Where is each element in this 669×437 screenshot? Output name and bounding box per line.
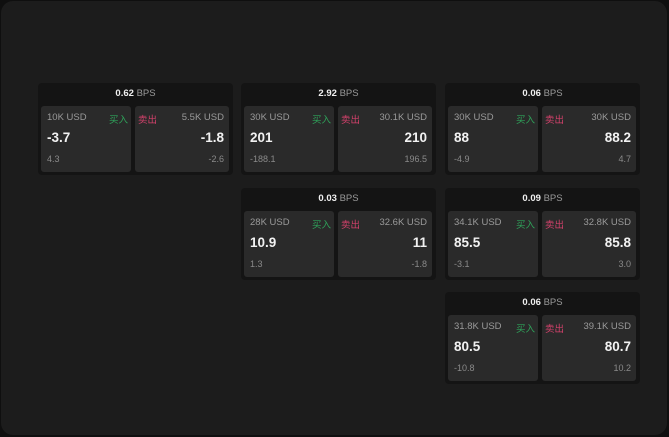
buy-price: -3.7 — [47, 130, 71, 145]
buy-size: 30K USD — [250, 112, 290, 123]
sell-price: 210 — [404, 130, 427, 145]
sell-change: 3.0 — [618, 259, 631, 269]
sell-label: 卖出 — [545, 324, 565, 335]
spread-value: 2.92 — [318, 88, 337, 99]
sell-size: 30.1K USD — [379, 112, 427, 123]
buy-button[interactable]: 34.1K USD 买入 85.5 -3.1 — [448, 211, 538, 277]
quote-card: 0.06 BPS 31.8K USD 买入 80.5 -10.8 卖出 39.1… — [445, 292, 640, 384]
sell-label: 卖出 — [545, 220, 565, 231]
buy-size: 10K USD — [47, 112, 87, 123]
sell-label: 卖出 — [545, 115, 565, 126]
buy-label: 买入 — [515, 220, 535, 231]
buy-size: 28K USD — [250, 217, 290, 228]
sell-label: 卖出 — [341, 115, 361, 126]
sell-button[interactable]: 卖出 30.1K USD 210 196.5 — [338, 106, 432, 172]
buy-change: -188.1 — [250, 154, 276, 164]
sell-button[interactable]: 卖出 39.1K USD 80.7 10.2 — [542, 315, 636, 381]
sell-price: -1.8 — [200, 130, 224, 145]
buy-label: 买入 — [515, 324, 535, 335]
sell-price: 80.7 — [604, 339, 631, 354]
sell-size: 39.1K USD — [583, 321, 631, 332]
buy-button[interactable]: 31.8K USD 买入 80.5 -10.8 — [448, 315, 538, 381]
spread-header: 0.06 BPS — [445, 83, 640, 105]
quote-card: 0.62 BPS 10K USD 买入 -3.7 4.3 卖出 5.5K USD… — [38, 83, 233, 175]
buy-button[interactable]: 30K USD 买入 88 -4.9 — [448, 106, 538, 172]
sell-change: -1.8 — [411, 259, 427, 269]
sell-change: 196.5 — [404, 154, 427, 164]
buy-button[interactable]: 30K USD 买入 201 -188.1 — [244, 106, 334, 172]
buy-size: 31.8K USD — [454, 321, 502, 332]
buy-price: 85.5 — [454, 235, 481, 250]
quote-card: 2.92 BPS 30K USD 买入 201 -188.1 卖出 30.1K … — [241, 83, 436, 175]
quote-card: 0.03 BPS 28K USD 买入 10.9 1.3 卖出 32.6K US… — [241, 188, 436, 280]
sell-price: 88.2 — [604, 130, 631, 145]
buy-change: -10.8 — [454, 363, 475, 373]
spread-unit: BPS — [543, 88, 563, 99]
buy-price: 201 — [250, 130, 273, 145]
buy-label: 买入 — [515, 115, 535, 126]
spread-header: 2.92 BPS — [241, 83, 436, 105]
buy-price: 10.9 — [250, 235, 277, 250]
sell-button[interactable]: 卖出 5.5K USD -1.8 -2.6 — [135, 106, 229, 172]
buy-change: 1.3 — [250, 259, 263, 269]
sell-button[interactable]: 卖出 30K USD 88.2 4.7 — [542, 106, 636, 172]
spread-unit: BPS — [136, 88, 156, 99]
buy-label: 买入 — [108, 115, 128, 126]
buy-size: 30K USD — [454, 112, 494, 123]
sell-change: 4.7 — [618, 154, 631, 164]
sell-price: 85.8 — [604, 235, 631, 250]
spread-header: 0.03 BPS — [241, 188, 436, 210]
buy-change: -3.1 — [454, 259, 470, 269]
spread-value: 0.06 — [522, 297, 541, 308]
sell-button[interactable]: 卖出 32.8K USD 85.8 3.0 — [542, 211, 636, 277]
buy-label: 买入 — [311, 220, 331, 231]
spread-header: 0.62 BPS — [38, 83, 233, 105]
spread-value: 0.03 — [318, 193, 337, 204]
quote-card: 0.09 BPS 34.1K USD 买入 85.5 -3.1 卖出 32.8K… — [445, 188, 640, 280]
sell-label: 卖出 — [341, 220, 361, 231]
spread-unit: BPS — [543, 297, 563, 308]
spread-unit: BPS — [543, 193, 563, 204]
spread-value: 0.62 — [115, 88, 134, 99]
spread-unit: BPS — [339, 88, 359, 99]
buy-change: -4.9 — [454, 154, 470, 164]
sell-change: 10.2 — [613, 363, 631, 373]
buy-price: 80.5 — [454, 339, 481, 354]
sell-size: 32.6K USD — [379, 217, 427, 228]
buy-label: 买入 — [311, 115, 331, 126]
spread-unit: BPS — [339, 193, 359, 204]
sell-size: 5.5K USD — [181, 112, 224, 123]
buy-button[interactable]: 28K USD 买入 10.9 1.3 — [244, 211, 334, 277]
sell-label: 卖出 — [138, 115, 158, 126]
sell-button[interactable]: 卖出 32.6K USD 11 -1.8 — [338, 211, 432, 277]
sell-size: 30K USD — [591, 112, 631, 123]
buy-size: 34.1K USD — [454, 217, 502, 228]
buy-change: 4.3 — [47, 154, 60, 164]
spread-value: 0.09 — [522, 193, 541, 204]
quote-card: 0.06 BPS 30K USD 买入 88 -4.9 卖出 30K USD 8… — [445, 83, 640, 175]
spread-header: 0.09 BPS — [445, 188, 640, 210]
buy-price: 88 — [454, 130, 470, 145]
sell-price: 11 — [412, 235, 427, 250]
sell-size: 32.8K USD — [583, 217, 631, 228]
sell-change: -2.6 — [208, 154, 224, 164]
buy-button[interactable]: 10K USD 买入 -3.7 4.3 — [41, 106, 131, 172]
spread-header: 0.06 BPS — [445, 292, 640, 314]
spread-value: 0.06 — [522, 88, 541, 99]
